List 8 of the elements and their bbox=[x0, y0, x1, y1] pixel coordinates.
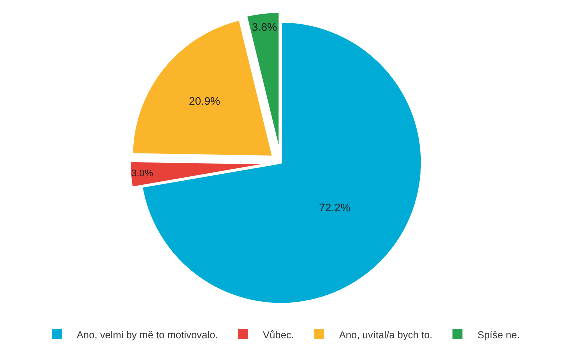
data-label: 20.9% bbox=[189, 96, 221, 108]
legend-label: Spíše ne. bbox=[478, 330, 520, 342]
data-label: 3.8% bbox=[252, 22, 278, 34]
legend-label: Vůbec. bbox=[263, 329, 294, 342]
data-label: 72.2% bbox=[319, 202, 351, 214]
legend-label: Ano, uvítal/a bych to. bbox=[339, 330, 433, 342]
legend-label: Ano, velmi by mě to motivovalo. bbox=[77, 330, 218, 342]
data-label: 3.0% bbox=[132, 168, 154, 180]
